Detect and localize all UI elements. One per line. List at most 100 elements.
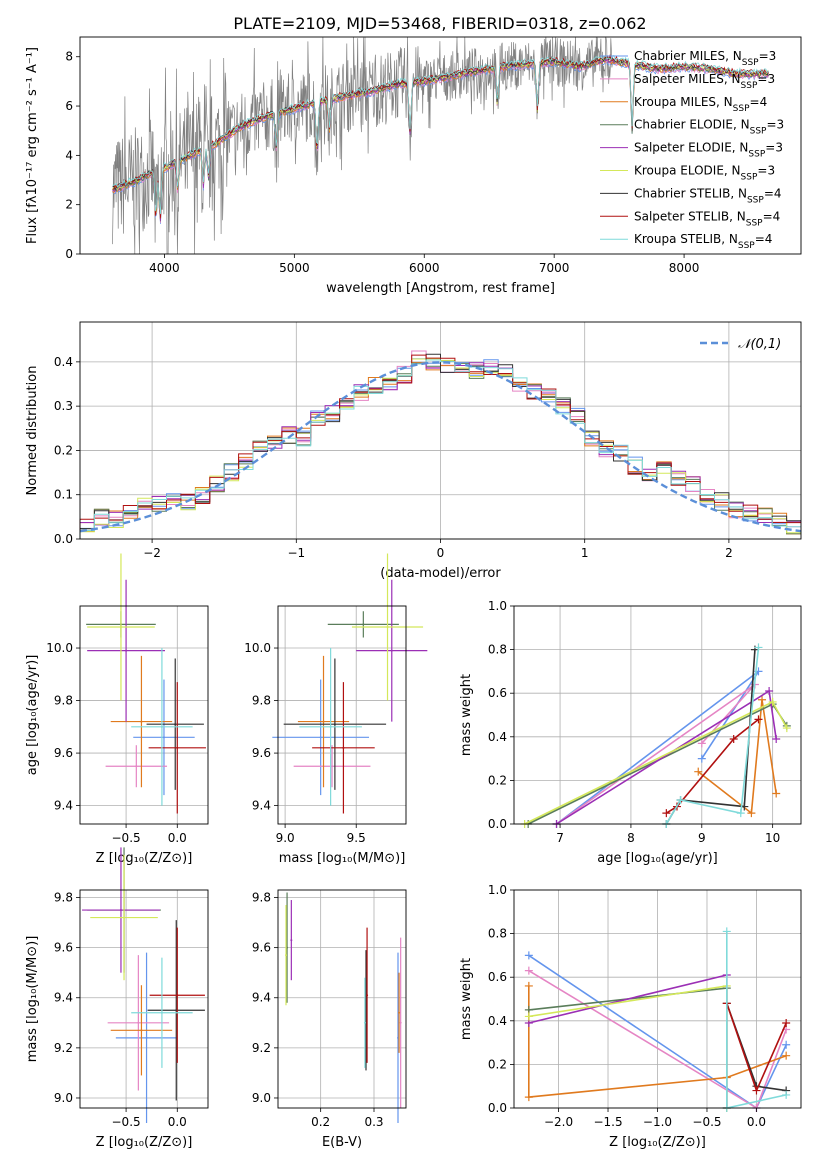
mass_vs_Z-xtick-label: 0.0 bbox=[168, 1115, 187, 1129]
weight_vs_Z-xtick-label: −2.0 bbox=[544, 1115, 573, 1129]
weight_vs_age-xtick-label: 8 bbox=[627, 831, 635, 845]
weight_vs_age-marker bbox=[765, 687, 774, 696]
weight_vs_age-xtick-label: 9 bbox=[698, 831, 706, 845]
weight_vs_Z-ytick-label: 0.8 bbox=[488, 927, 507, 941]
weight_vs_Z-axes: −2.0 −1.5 −1.0 −0.5 0.0 0.0 0.2 0.4 0.6 0.8 1.0 Z [… bbox=[459, 883, 802, 1150]
mass_vs_EBV-ytick-label: 9.6 bbox=[252, 941, 271, 955]
mass_vs_EBV-point bbox=[285, 954, 287, 957]
mass_vs_EBV-ytick-label: 9.2 bbox=[252, 1041, 271, 1055]
weight_vs_age-ytick-label: 0.0 bbox=[488, 817, 507, 831]
age_vs_Z-point bbox=[174, 723, 177, 726]
mass_vs_Z-point bbox=[119, 909, 122, 912]
spectrum-ytick-label: 6 bbox=[65, 99, 73, 113]
mass_vs_Z-ytick-label: 9.8 bbox=[54, 891, 73, 905]
mass_vs_Z-point bbox=[123, 916, 126, 919]
spectrum-ytick-label: 4 bbox=[65, 148, 73, 162]
weight_vs_Z-marker bbox=[524, 1093, 533, 1102]
weight_vs_age-series-line bbox=[665, 647, 760, 825]
mass_vs_EBV-plot bbox=[285, 892, 402, 1124]
residuals-ytick-label: 0.3 bbox=[54, 399, 73, 413]
spectrum-xtick-label: 7000 bbox=[539, 261, 570, 275]
weight_vs_Z-frame bbox=[513, 889, 802, 1109]
weight_vs_Z-marker bbox=[524, 981, 533, 990]
mass_vs_Z-point bbox=[176, 994, 179, 997]
spectrum-ytick-label: 2 bbox=[65, 198, 73, 212]
weight_vs_Z-ytick-label: 0.2 bbox=[488, 1057, 507, 1071]
mass_vs_Z-point bbox=[137, 1021, 140, 1024]
mass_vs_Z-ytick-label: 9.2 bbox=[54, 1041, 73, 1055]
age_vs_Z-ytick-label: 10.0 bbox=[46, 641, 73, 655]
weight_vs_Z-marker bbox=[782, 1051, 791, 1060]
mass_vs_Z-point bbox=[140, 1029, 143, 1032]
age_vs_Z-point bbox=[140, 720, 143, 723]
mass_vs_EBV-point bbox=[290, 939, 293, 942]
residuals-xtick-label: 1 bbox=[581, 546, 589, 560]
weight_vs_Z-xtick-label: −0.5 bbox=[692, 1115, 721, 1129]
residual-histogram-8 bbox=[79, 359, 801, 539]
age_vs_Z-ytick-label: 9.6 bbox=[54, 746, 73, 760]
mass_vs_Z-ytick-label: 9.6 bbox=[54, 941, 73, 955]
residuals-ytick-label: 0.4 bbox=[54, 355, 73, 369]
residuals-ytick-label: 0.1 bbox=[54, 488, 73, 502]
age_vs_Z-point bbox=[160, 725, 163, 728]
mass_vs_EBV-xtick-label: 0.3 bbox=[364, 1115, 383, 1129]
age_vs_Z-ytick-label: 9.4 bbox=[54, 799, 73, 813]
mass_vs_EBV-axes: 0.2 0.3 9.0 9.2 9.4 9.6 9.8 E(B-V) bbox=[252, 889, 407, 1150]
gaussian-curve bbox=[79, 361, 802, 533]
age_vs_mass-point bbox=[322, 720, 325, 723]
residuals-ytick-label: 0.0 bbox=[54, 532, 73, 546]
mass_vs_Z-point bbox=[160, 1011, 163, 1014]
age_vs_Z-point bbox=[119, 626, 122, 629]
age_vs_mass-point bbox=[319, 736, 322, 739]
age_vs_Z-point bbox=[125, 649, 128, 652]
age_vs_Z-axes: −0.5 0.0 9.4 9.6 9.8 10.0 Z [log₁₀(Z/Z⊙)] age [… bbox=[25, 553, 209, 866]
residuals-xtick-label: −2 bbox=[143, 546, 161, 560]
age_vs_mass-point bbox=[386, 626, 389, 629]
weight_vs_age-plot bbox=[520, 643, 791, 828]
weight_vs_Z-marker bbox=[524, 966, 533, 975]
weight_vs_age-ytick-label: 0.6 bbox=[488, 686, 507, 700]
mass_vs_EBV-ytick-label: 9.0 bbox=[252, 1091, 271, 1105]
weight_vs_age-marker bbox=[772, 734, 781, 743]
mass_vs_EBV-xlabel: E(B-V) bbox=[322, 1135, 362, 1150]
age_vs_mass-point bbox=[329, 725, 332, 728]
age_vs_mass-ytick-label: 9.6 bbox=[252, 746, 271, 760]
weight_vs_age-marker bbox=[782, 724, 791, 733]
age_vs_Z-xlabel: Z [log₁₀(Z/Z⊙)] bbox=[96, 851, 193, 866]
spectrum-xtick-label: 5000 bbox=[279, 261, 310, 275]
age_vs_Z-ylabel: age [log₁₀(age/yr)] bbox=[25, 655, 40, 776]
mass_vs_Z-xtick-label: −0.5 bbox=[112, 1115, 141, 1129]
age_vs_mass-point bbox=[362, 623, 365, 626]
weight_vs_Z-marker bbox=[782, 1090, 791, 1099]
weight_vs_age-axes: 7 8 9 10 0.0 0.2 0.4 0.6 0.8 1.0 age [log₁₀(age/yr… bbox=[459, 599, 802, 866]
figure-title: PLATE=2109, MJD=53468, FIBERID=0318, z=0… bbox=[233, 14, 646, 33]
weight_vs_age-ytick-label: 1.0 bbox=[488, 599, 507, 613]
weight_vs_age-frame bbox=[513, 605, 802, 825]
weight_vs_Z-ytick-label: 0.6 bbox=[488, 970, 507, 984]
age_vs_mass-frame bbox=[277, 605, 407, 825]
weight_vs_age-ytick-label: 0.2 bbox=[488, 773, 507, 787]
weight_vs_Z-marker bbox=[752, 1086, 761, 1095]
spectrum-ytick-label: 8 bbox=[65, 50, 73, 64]
age_vs_mass-xlabel: mass [log₁₀(M/M⊙)] bbox=[279, 851, 406, 866]
spectrum-frame bbox=[79, 36, 802, 255]
age_vs_Z-point bbox=[135, 765, 138, 768]
weight_vs_age-marker bbox=[694, 767, 703, 776]
mass_vs_EBV-point bbox=[398, 1011, 401, 1014]
mass_vs_Z-ytick-label: 9.4 bbox=[54, 991, 73, 1005]
residuals-ylabel: Normed distribution bbox=[25, 366, 40, 496]
residuals-xtick-label: 2 bbox=[725, 546, 733, 560]
age_vs_Z-point bbox=[162, 736, 165, 739]
weight_vs_age-marker bbox=[768, 697, 777, 706]
weight_vs_age-marker bbox=[758, 695, 767, 704]
residual-histogram-7 bbox=[79, 354, 801, 539]
weight_vs_age-xlabel: age [log₁₀(age/yr)] bbox=[597, 851, 718, 866]
weight_vs_Z-marker bbox=[782, 1018, 791, 1027]
mass_vs_Z-grid bbox=[80, 890, 208, 1108]
weight_vs_age-marker bbox=[662, 809, 671, 818]
weight_vs_age-series-line bbox=[665, 718, 759, 814]
age_vs_mass-xtick-label: 9.0 bbox=[276, 831, 295, 845]
mass_vs_Z-ytick-label: 9.0 bbox=[54, 1091, 73, 1105]
age_vs_Z-frame bbox=[79, 605, 209, 825]
